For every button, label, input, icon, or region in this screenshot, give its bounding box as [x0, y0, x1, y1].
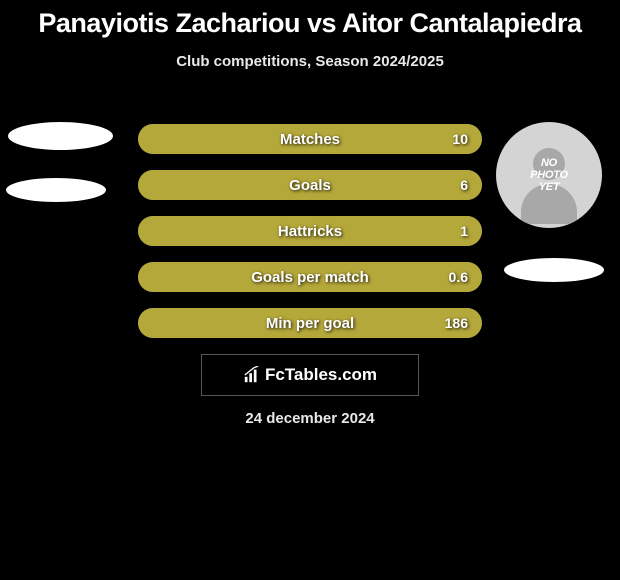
stat-label: Goals	[289, 177, 331, 194]
stat-bar-hattricks: Hattricks 1	[138, 216, 482, 246]
left-shadow-1	[8, 122, 113, 150]
subtitle: Club competitions, Season 2024/2025	[0, 53, 620, 70]
stat-value: 10	[452, 131, 468, 147]
right-shadow	[504, 258, 604, 282]
infographic-container: Panayiotis Zachariou vs Aitor Cantalapie…	[0, 0, 620, 580]
stat-bar-goals-per-match: Goals per match 0.6	[138, 262, 482, 292]
page-title: Panayiotis Zachariou vs Aitor Cantalapie…	[0, 0, 620, 39]
left-shadow-2	[6, 178, 106, 202]
stat-bar-goals: Goals 6	[138, 170, 482, 200]
fctables-badge[interactable]: FcTables.com	[201, 354, 419, 396]
player-photo-placeholder: NO PHOTO YET	[496, 122, 602, 228]
right-player-area: NO PHOTO YET	[496, 122, 602, 228]
stat-bar-matches: Matches 10	[138, 124, 482, 154]
stat-label: Hattricks	[278, 223, 342, 240]
stat-value: 186	[445, 315, 468, 331]
no-photo-text: NO PHOTO YET	[530, 157, 567, 193]
fctables-text: FcTables.com	[265, 365, 377, 385]
stats-bars: Matches 10 Goals 6 Hattricks 1 Goals per…	[138, 124, 482, 354]
date-text: 24 december 2024	[245, 410, 374, 427]
stat-value: 0.6	[449, 269, 468, 285]
stat-bar-min-per-goal: Min per goal 186	[138, 308, 482, 338]
stat-label: Min per goal	[266, 315, 354, 332]
stat-label: Goals per match	[251, 269, 369, 286]
chart-icon	[243, 366, 261, 384]
stat-value: 1	[460, 223, 468, 239]
stat-label: Matches	[280, 131, 340, 148]
stat-value: 6	[460, 177, 468, 193]
